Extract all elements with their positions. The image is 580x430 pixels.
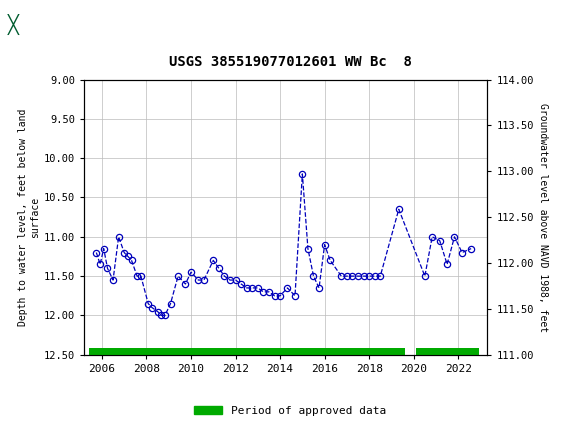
Bar <box>89 348 405 355</box>
Bar <box>416 348 480 355</box>
Legend: Period of approved data: Period of approved data <box>190 401 390 420</box>
FancyBboxPatch shape <box>5 4 54 46</box>
Text: USGS 385519077012601 WW Bc  8: USGS 385519077012601 WW Bc 8 <box>169 55 411 69</box>
Text: ╳: ╳ <box>8 14 19 35</box>
Text: USGS: USGS <box>61 17 108 32</box>
Y-axis label: Depth to water level, feet below land
surface: Depth to water level, feet below land su… <box>18 108 39 326</box>
Y-axis label: Groundwater level above NAVD 1988, feet: Groundwater level above NAVD 1988, feet <box>538 103 548 332</box>
